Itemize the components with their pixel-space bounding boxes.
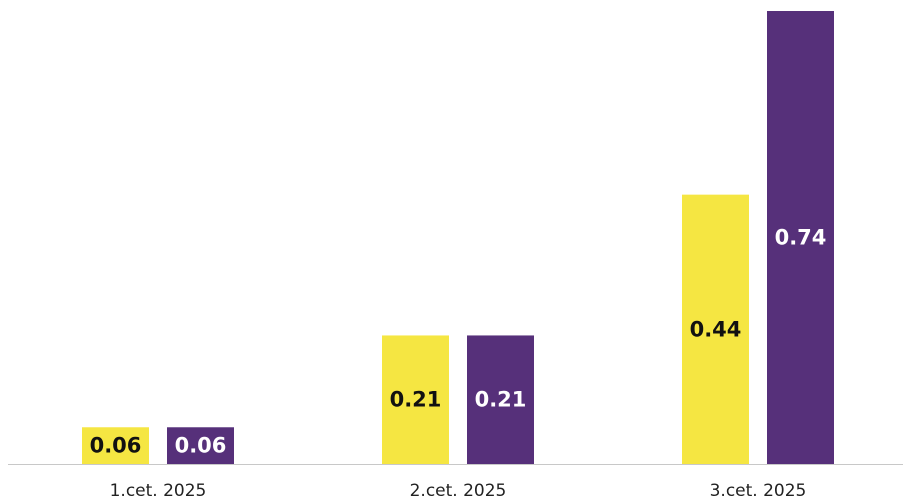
x-tick-label: 3.cet. 2025	[710, 481, 807, 501]
bar	[382, 335, 449, 464]
value-label: 0.21	[390, 388, 442, 412]
x-tick-label: 1.cet. 2025	[110, 481, 207, 501]
x-tick-label: 2.cet. 2025	[410, 481, 507, 501]
value-label: 0.06	[90, 434, 142, 458]
value-label: 0.21	[475, 388, 527, 412]
bar	[682, 194, 749, 464]
bar	[767, 11, 834, 464]
bar	[167, 427, 234, 464]
bar	[82, 427, 149, 464]
value-label: 0.06	[175, 434, 227, 458]
bar	[467, 335, 534, 464]
value-label: 0.74	[775, 226, 827, 250]
value-label: 0.44	[690, 317, 742, 341]
